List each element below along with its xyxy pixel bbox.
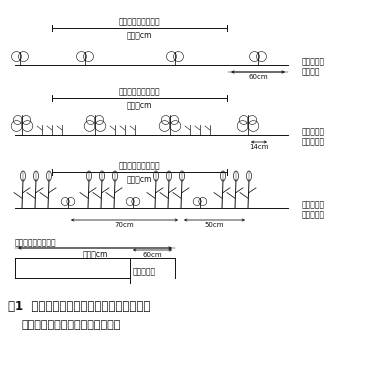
Text: 図1  小麦・大豆の２年３作体系の栽植様式: 図1 小麦・大豆の２年３作体系の栽植様式 [8,300,151,313]
Text: 小麦間大豆
立毛間播種: 小麦間大豆 立毛間播種 [302,200,325,219]
Text: １２０cm: １２０cm [82,250,108,259]
Text: コンバイン走行位置: コンバイン走行位置 [15,238,57,247]
Text: 60cm: 60cm [143,252,162,258]
Text: 乗用管理機走行位置: 乗用管理機走行位置 [119,161,160,170]
Text: １２０cm: １２０cm [127,101,152,110]
Text: 14cm: 14cm [249,144,269,150]
Text: （収穮に汎用コンバインを使用）: （収穮に汎用コンバインを使用） [22,320,121,330]
Text: 乗用管理機走行位置: 乗用管理機走行位置 [119,87,160,96]
Text: １２０cm: １２０cm [127,31,152,40]
Text: １２０cm: １２０cm [127,175,152,184]
Text: １作目大豆
畝地播き: １作目大豆 畝地播き [302,57,325,76]
Text: 乗用管理機走行位置: 乗用管理機走行位置 [119,17,160,26]
Text: 60cm: 60cm [248,74,268,80]
Text: 大豆間小麦
立毛間播種: 大豆間小麦 立毛間播種 [302,127,325,146]
Text: 70cm: 70cm [115,222,134,228]
Text: 50cm: 50cm [205,222,224,228]
Text: クローラ幅: クローラ幅 [133,267,156,276]
